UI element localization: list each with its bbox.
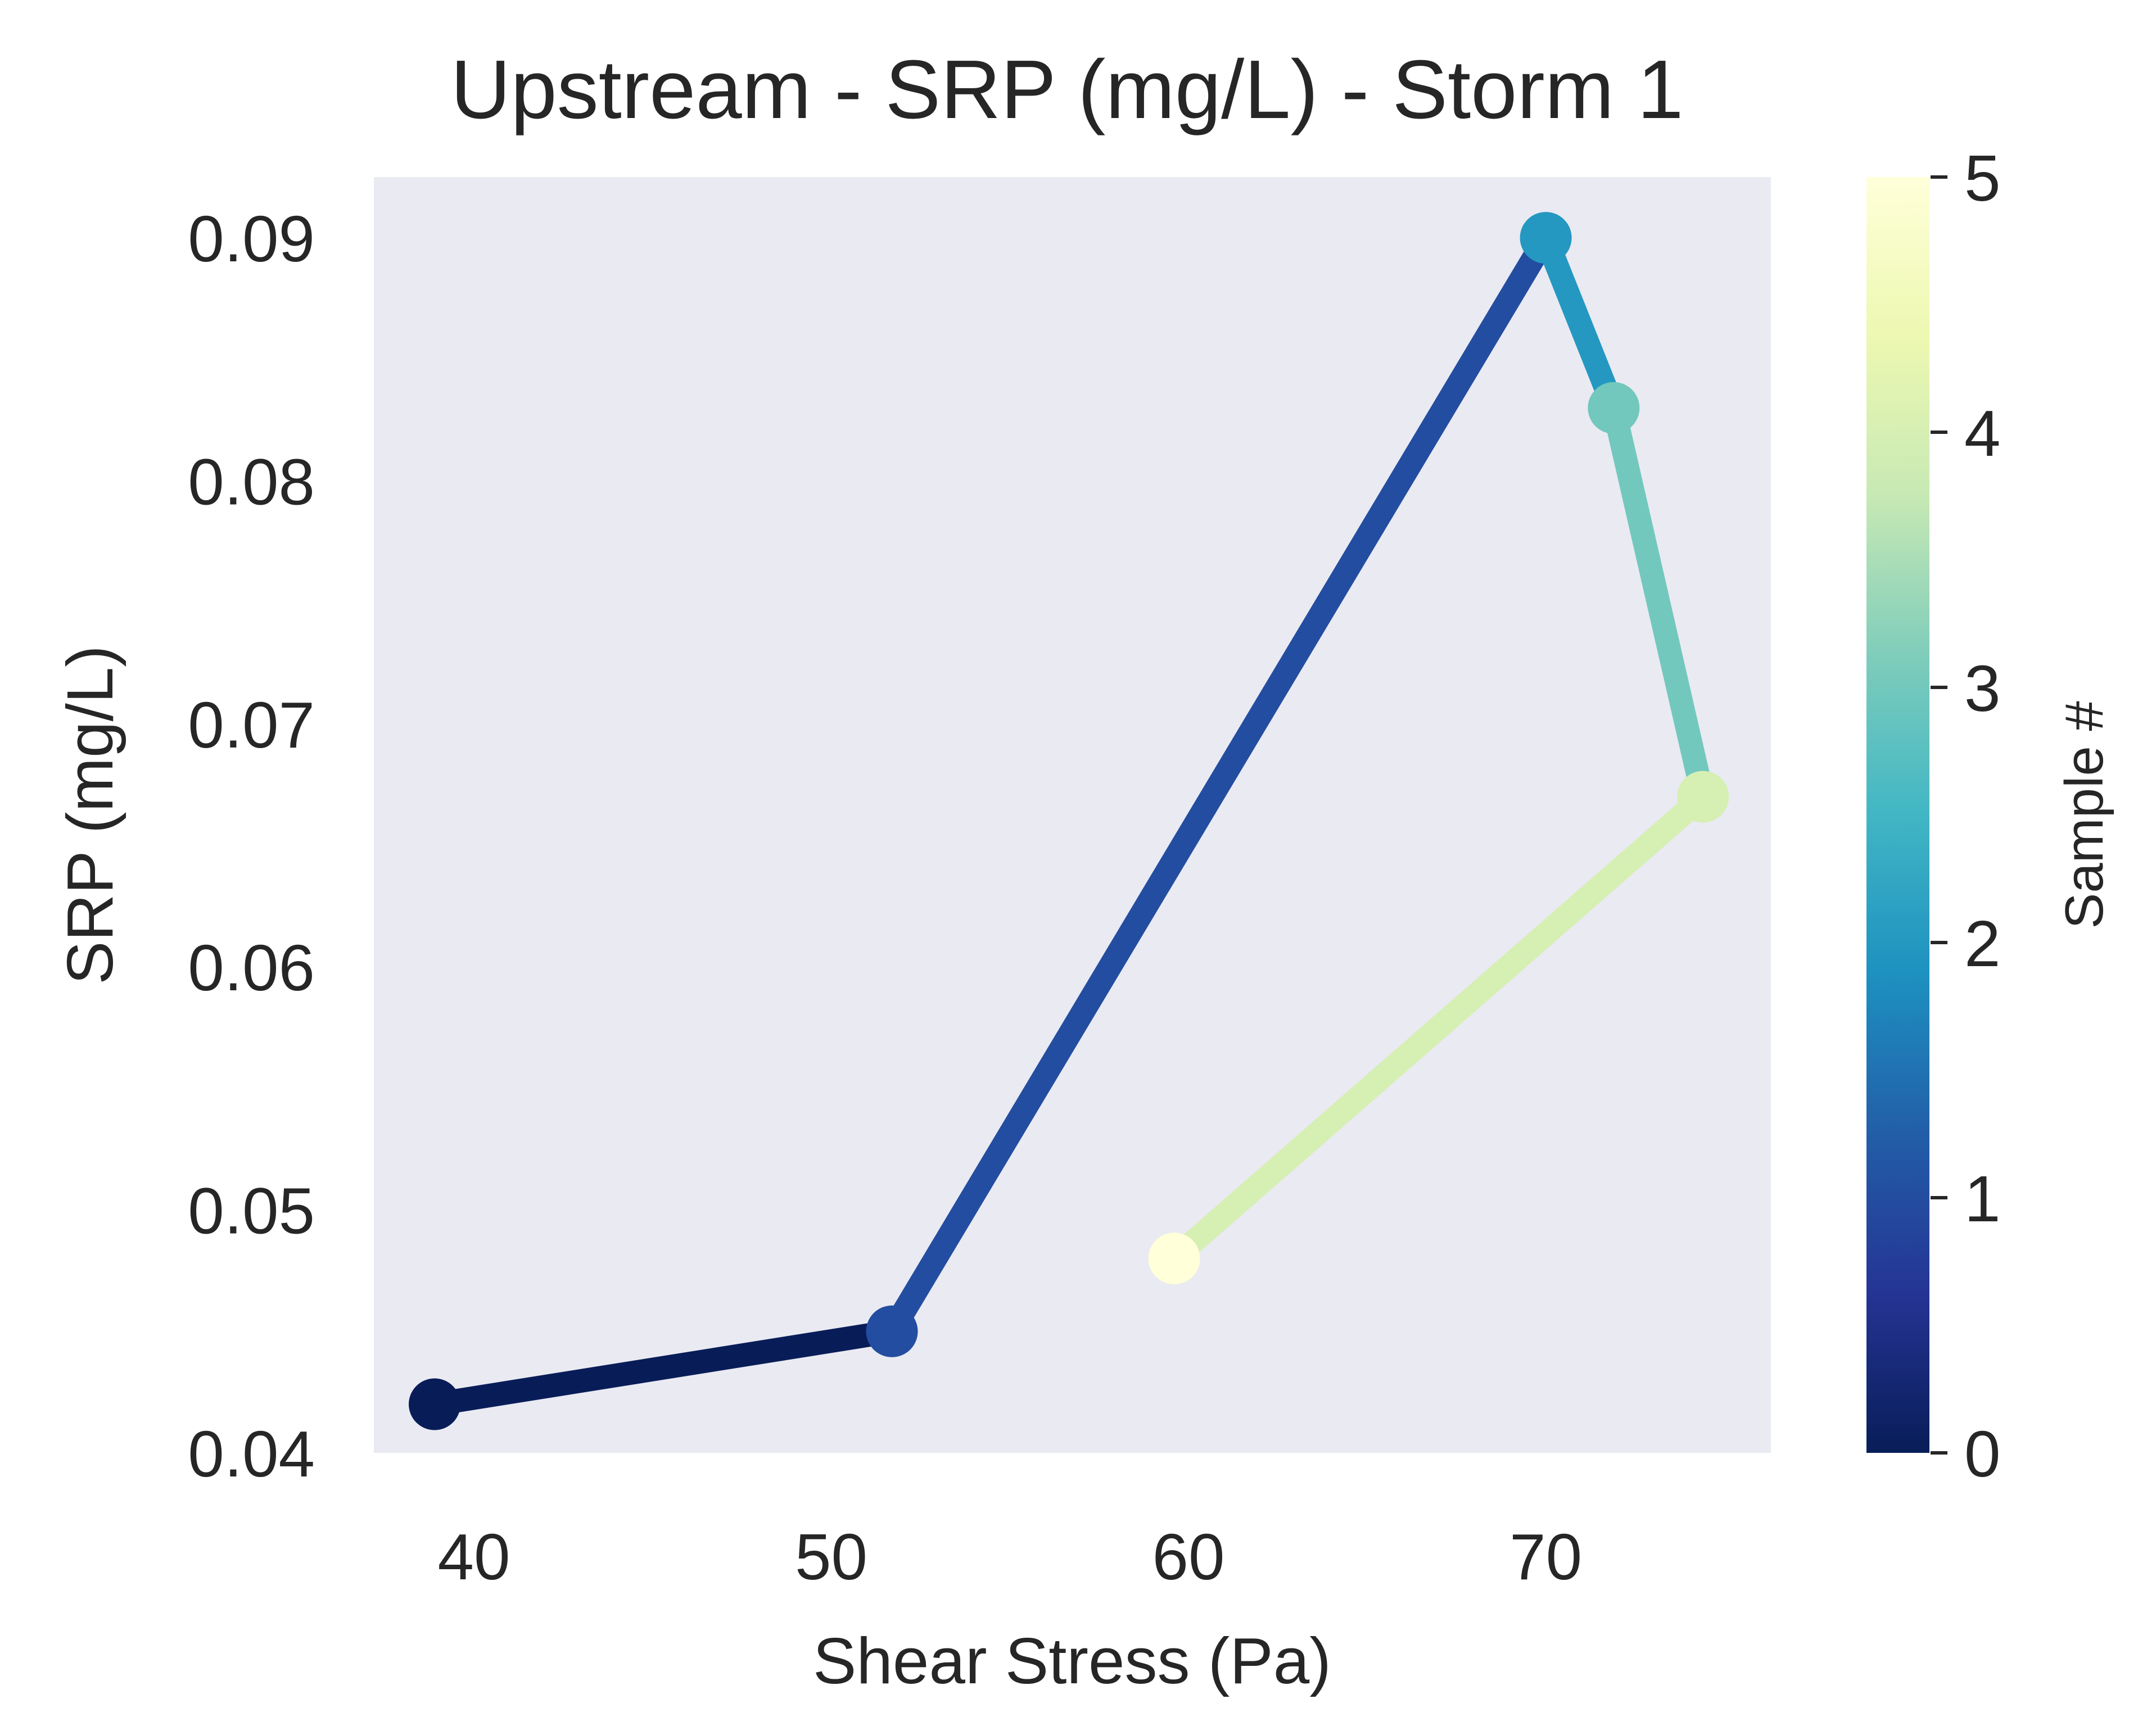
y-tick-label: 0.05 [188, 1175, 315, 1248]
y-tick-label: 0.09 [188, 202, 315, 275]
colorbar-tick-label: 5 [1964, 142, 2001, 215]
data-point [1588, 382, 1640, 434]
x-axis-ticks: 40 50 60 70 [437, 1520, 1582, 1593]
y-tick-label: 0.07 [188, 688, 315, 762]
x-tick-label: 50 [795, 1520, 867, 1593]
series-layer [409, 212, 1729, 1430]
series-segment [1535, 233, 1625, 413]
data-point [1148, 1233, 1200, 1285]
colorbar-label: Sample # [2054, 701, 2114, 929]
colorbar-tick-label: 4 [1964, 397, 2001, 470]
colorbar-tick-label: 3 [1964, 652, 2001, 725]
x-tick-label: 70 [1509, 1520, 1582, 1593]
x-tick-label: 40 [437, 1520, 510, 1593]
y-tick-label: 0.08 [188, 445, 315, 518]
x-axis-label: Shear Stress (Pa) [813, 1624, 1331, 1697]
data-point [409, 1378, 461, 1430]
colorbar-tick-label: 1 [1964, 1162, 2001, 1235]
data-point [866, 1305, 918, 1357]
data-point [1677, 771, 1729, 823]
y-axis-label: SRP (mg/L) [53, 645, 126, 985]
colorbar [1866, 177, 1929, 1453]
plot-area [374, 177, 1771, 1453]
series-segment [432, 1320, 894, 1416]
data-point [1520, 212, 1572, 264]
series-segment [882, 232, 1556, 1338]
chart-title: Upstream - SRP (mg/L) - Storm 1 [450, 43, 1683, 136]
colorbar-ticks: 0 1 2 3 4 5 [1931, 142, 2001, 1491]
colorbar-tick-label: 0 [1964, 1417, 2001, 1491]
colorbar-tick-label: 2 [1964, 907, 2001, 980]
y-tick-label: 0.06 [188, 931, 315, 1004]
x-tick-label: 60 [1152, 1520, 1225, 1593]
y-tick-label: 0.04 [188, 1417, 315, 1491]
series-segment [1166, 787, 1711, 1267]
y-axis-ticks: 0.04 0.05 0.06 0.07 0.08 0.09 [188, 202, 315, 1491]
series-segment [1602, 405, 1715, 800]
